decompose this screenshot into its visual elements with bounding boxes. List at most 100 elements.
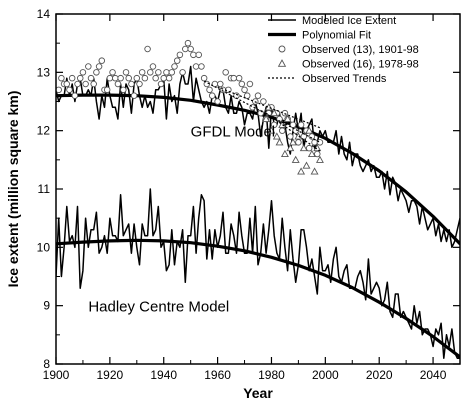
observed-circle-point xyxy=(297,121,305,129)
observed-circle-point xyxy=(222,69,229,76)
legend-label: Observed (16), 1978-98 xyxy=(302,59,419,71)
observed-triangle-point xyxy=(272,132,281,140)
observed-circle-point xyxy=(278,127,286,134)
y-tick-label: 9 xyxy=(43,299,50,313)
observed-circle-point xyxy=(192,63,200,70)
observed-circle-point xyxy=(90,80,97,88)
y-tick-label: 14 xyxy=(37,7,51,21)
modeled-ice-extent-line xyxy=(56,188,460,359)
observed-circle-point xyxy=(130,92,138,99)
observed-circle-point xyxy=(305,144,313,152)
observed-circle-point xyxy=(149,63,157,70)
legend-label: Modeled Ice Extent xyxy=(302,15,396,27)
observed-circle-point xyxy=(211,80,219,88)
x-tick-label: 2040 xyxy=(420,368,447,382)
observed-circle-point xyxy=(95,63,103,70)
observed-triangle-point xyxy=(299,144,308,152)
observed-circle-point xyxy=(260,98,267,105)
legend-swatch-triangle xyxy=(277,59,287,67)
legend-label: Polynomial Fit xyxy=(302,30,371,42)
plot-axes: 1900 1920 1940 1960 1980 2000 2020 2040 8 9 10 11 12… xyxy=(5,7,461,401)
y-axis-title: Ice extent (million square km) xyxy=(5,91,21,288)
observed-triangle-point xyxy=(291,155,300,163)
observed-circle-point xyxy=(79,69,87,76)
observed-circle-point xyxy=(243,92,251,99)
observed-triangle-point xyxy=(270,109,279,117)
observed-trend-line xyxy=(265,112,321,152)
x-tick-label: 1920 xyxy=(97,368,124,382)
observed-circle-point xyxy=(173,57,181,64)
observed-circle-point xyxy=(254,92,262,99)
x-axis-title: Year xyxy=(243,385,273,401)
observed-circle-point xyxy=(203,80,211,88)
observed-triangle-point xyxy=(315,155,324,163)
observed-circle-point xyxy=(270,121,278,129)
observed-circle-point xyxy=(160,74,167,82)
observed-circle-point xyxy=(208,92,216,99)
observed-circle-point xyxy=(316,139,324,146)
observed-circle-point xyxy=(112,74,119,82)
observed-circle-point xyxy=(246,80,254,88)
observed-circle-point xyxy=(87,74,95,82)
observed-circle-point xyxy=(117,74,124,82)
observed-circle-point xyxy=(190,51,197,59)
observed-circle-point xyxy=(155,69,162,76)
observed-triangle-point xyxy=(283,114,292,123)
observed-circle-point xyxy=(287,133,294,140)
observed-circle-point xyxy=(179,69,186,76)
observed-circle-point xyxy=(120,86,127,94)
observed-triangle-point xyxy=(305,126,314,134)
legend-label: Observed Trends xyxy=(302,73,387,85)
observed-circle-point xyxy=(125,74,132,82)
observed-circle-point xyxy=(106,74,114,82)
observed-circle-point xyxy=(200,74,208,82)
observed-circle-point xyxy=(71,92,79,99)
observed-circle-point xyxy=(93,69,100,76)
observed-triangle-point xyxy=(267,126,276,134)
observed-circle-point xyxy=(195,51,202,59)
observed-triangle-point xyxy=(297,167,306,175)
legend-swatch-circle xyxy=(278,45,286,53)
observed-circle-point xyxy=(171,63,178,70)
observed-circle-point xyxy=(152,74,159,82)
observed-triangle-point xyxy=(310,167,319,175)
observed-circle-point xyxy=(308,133,316,140)
observed-circle-point xyxy=(82,80,89,88)
x-tick-label: 1900 xyxy=(43,368,70,382)
observed-trend-line xyxy=(203,80,321,143)
observed-circle-point xyxy=(182,45,189,53)
observed-circle-point xyxy=(122,69,130,76)
observed-circle-point xyxy=(144,45,151,53)
observed-circle-point xyxy=(219,86,227,94)
observed-circle-point xyxy=(63,80,71,88)
observed-circle-point xyxy=(58,74,65,82)
observed-triangle-point xyxy=(286,144,295,152)
observed-circle-point xyxy=(136,80,143,88)
model-annotation: Hadley Centre Model xyxy=(88,299,229,316)
observed-circle-point xyxy=(157,80,165,88)
observed-triangle-point xyxy=(289,138,297,146)
observed-circle-point xyxy=(230,74,238,82)
observed-circle-point xyxy=(206,86,213,94)
observed-triangle-point xyxy=(307,149,316,158)
x-tick-label: 1940 xyxy=(150,368,177,382)
observed-circle-point xyxy=(217,80,224,88)
observed-circle-point xyxy=(292,127,299,134)
observed-circle-point xyxy=(311,139,318,146)
observed-triangle-point xyxy=(262,114,271,123)
y-tick-label: 13 xyxy=(37,65,51,79)
observed-triangle-point xyxy=(275,138,284,146)
observed-circle-point xyxy=(98,57,106,64)
observed-circle-point xyxy=(74,80,81,88)
observed-circle-point xyxy=(109,69,116,76)
observed-circle-point xyxy=(56,86,62,94)
observed-circle-point xyxy=(68,74,76,82)
y-tick-label: 11 xyxy=(38,182,51,196)
observed-circle-point xyxy=(238,80,246,88)
observed-circle-point xyxy=(147,69,154,76)
observed-circle-point xyxy=(184,39,192,47)
polynomial-fit-line xyxy=(56,238,460,359)
observed-triangle-point xyxy=(280,149,289,158)
